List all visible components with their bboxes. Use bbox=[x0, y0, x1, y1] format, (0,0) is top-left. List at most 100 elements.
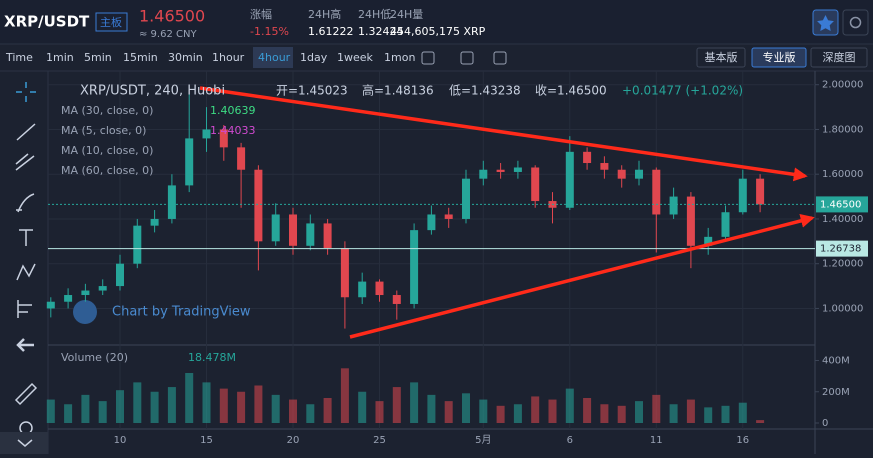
candle-body bbox=[237, 147, 246, 170]
volume-bar bbox=[185, 373, 194, 423]
candle-body bbox=[323, 223, 332, 249]
collapse-button[interactable] bbox=[0, 432, 48, 454]
volume-bar bbox=[150, 391, 159, 423]
fib-tool[interactable] bbox=[15, 153, 35, 171]
board-badge bbox=[95, 12, 128, 32]
candle-body bbox=[704, 236, 713, 246]
volume-bar bbox=[64, 404, 73, 423]
screenshot-icon[interactable] bbox=[493, 51, 507, 65]
candle-body bbox=[756, 178, 765, 205]
interval-button[interactable]: 5min bbox=[84, 51, 112, 64]
view-button-bg[interactable] bbox=[751, 47, 807, 68]
x-tick-label: 10 bbox=[114, 435, 127, 446]
stat-label: 24H高 bbox=[308, 7, 341, 21]
interval-button[interactable]: 1day bbox=[300, 51, 328, 64]
candle-body bbox=[738, 178, 747, 213]
volume-tick-label: 200M bbox=[822, 387, 850, 398]
candle-body bbox=[686, 196, 695, 246]
ohlc-low: 低=1.43238 bbox=[449, 84, 521, 98]
price-tag-label: 1.46500 bbox=[820, 199, 861, 210]
candle-body bbox=[306, 223, 315, 246]
candle bbox=[721, 205, 730, 242]
candle bbox=[237, 142, 246, 208]
candle bbox=[617, 165, 626, 188]
x-tick-label: 11 bbox=[650, 435, 663, 446]
candle bbox=[600, 156, 609, 179]
candle bbox=[513, 160, 522, 179]
volume-bar bbox=[496, 405, 505, 423]
theme-button[interactable] bbox=[842, 9, 869, 36]
y-tick-label: 1.60000 bbox=[822, 169, 863, 180]
ohlc-change: +0.01477 (+1.02%) bbox=[622, 84, 743, 98]
candle-body bbox=[652, 169, 661, 215]
candle-body bbox=[531, 167, 540, 202]
candle-body bbox=[150, 218, 159, 226]
candle-body bbox=[669, 196, 678, 215]
y-tick-label: 1.40000 bbox=[822, 214, 863, 225]
back-tool[interactable] bbox=[16, 338, 34, 352]
candle-body bbox=[98, 286, 107, 291]
header-bar bbox=[0, 0, 873, 44]
settings-icon[interactable] bbox=[460, 51, 474, 65]
candle bbox=[202, 107, 211, 152]
volume-bar bbox=[410, 382, 419, 423]
candle-body bbox=[721, 212, 730, 237]
interval-button[interactable]: 1mon bbox=[384, 51, 415, 64]
view-button-bg[interactable] bbox=[810, 47, 868, 68]
crosshair-tool[interactable] bbox=[16, 82, 36, 102]
view-button[interactable]: 专业版 bbox=[763, 50, 796, 64]
trend-line-tool[interactable] bbox=[16, 123, 36, 141]
brush-tool[interactable] bbox=[16, 193, 35, 213]
ruler-tool[interactable] bbox=[14, 382, 38, 406]
interval-button[interactable]: 1week bbox=[337, 51, 374, 64]
interval-button[interactable]: 1min bbox=[46, 51, 74, 64]
view-button[interactable]: 基本版 bbox=[705, 50, 738, 64]
volume-bar bbox=[444, 401, 453, 423]
sun-icon bbox=[849, 16, 862, 29]
candle bbox=[358, 272, 367, 304]
candle-body bbox=[219, 129, 228, 148]
x-tick-label: 15 bbox=[200, 435, 213, 446]
candle-body bbox=[617, 169, 626, 179]
stat-label: 24H低 bbox=[358, 8, 391, 21]
candle bbox=[444, 207, 453, 228]
volume-bar bbox=[427, 394, 436, 423]
pattern-tool[interactable] bbox=[16, 263, 36, 281]
view-button-bg[interactable] bbox=[696, 47, 746, 68]
candle-body bbox=[185, 138, 194, 186]
interval-button[interactable]: 30min bbox=[168, 51, 203, 64]
candle-body bbox=[635, 169, 643, 179]
candle bbox=[167, 174, 176, 224]
indicator-value: 1.40639 bbox=[210, 104, 256, 117]
stat-value: 1.32424 bbox=[358, 25, 404, 38]
interval-button[interactable]: 1hour bbox=[212, 51, 245, 64]
volume-bar bbox=[116, 390, 124, 423]
indicator-value: 1.44033 bbox=[210, 124, 256, 137]
interval-button[interactable]: Time bbox=[5, 51, 33, 64]
candle-body bbox=[427, 214, 436, 231]
text-tool[interactable] bbox=[19, 229, 33, 246]
candle bbox=[427, 205, 436, 235]
indicator-name: MA (10, close, 0) bbox=[61, 144, 153, 157]
candle-body bbox=[462, 178, 470, 219]
interval-button[interactable]: 4hour bbox=[258, 51, 291, 64]
price: 1.46500 bbox=[139, 7, 205, 26]
x-tick-label: 25 bbox=[373, 435, 386, 446]
candle-body bbox=[254, 169, 263, 242]
volume-bar bbox=[167, 387, 176, 423]
volume-bar bbox=[721, 405, 730, 423]
x-tick-label: 20 bbox=[287, 435, 300, 446]
candle bbox=[340, 241, 349, 329]
interval-button[interactable]: 15min bbox=[123, 51, 158, 64]
view-button[interactable]: 深度图 bbox=[823, 50, 856, 64]
indicator-icon[interactable] bbox=[421, 51, 435, 65]
candle bbox=[116, 254, 124, 291]
candle bbox=[64, 288, 73, 309]
measure-tool[interactable] bbox=[17, 300, 32, 318]
volume-bar bbox=[46, 399, 55, 423]
volume-bar bbox=[340, 368, 349, 423]
symbol: XRP/USDT, 240, Huobi bbox=[80, 84, 225, 99]
candle-body bbox=[271, 214, 280, 242]
y-tick-label: 2.00000 bbox=[822, 80, 863, 91]
candle bbox=[185, 93, 194, 193]
